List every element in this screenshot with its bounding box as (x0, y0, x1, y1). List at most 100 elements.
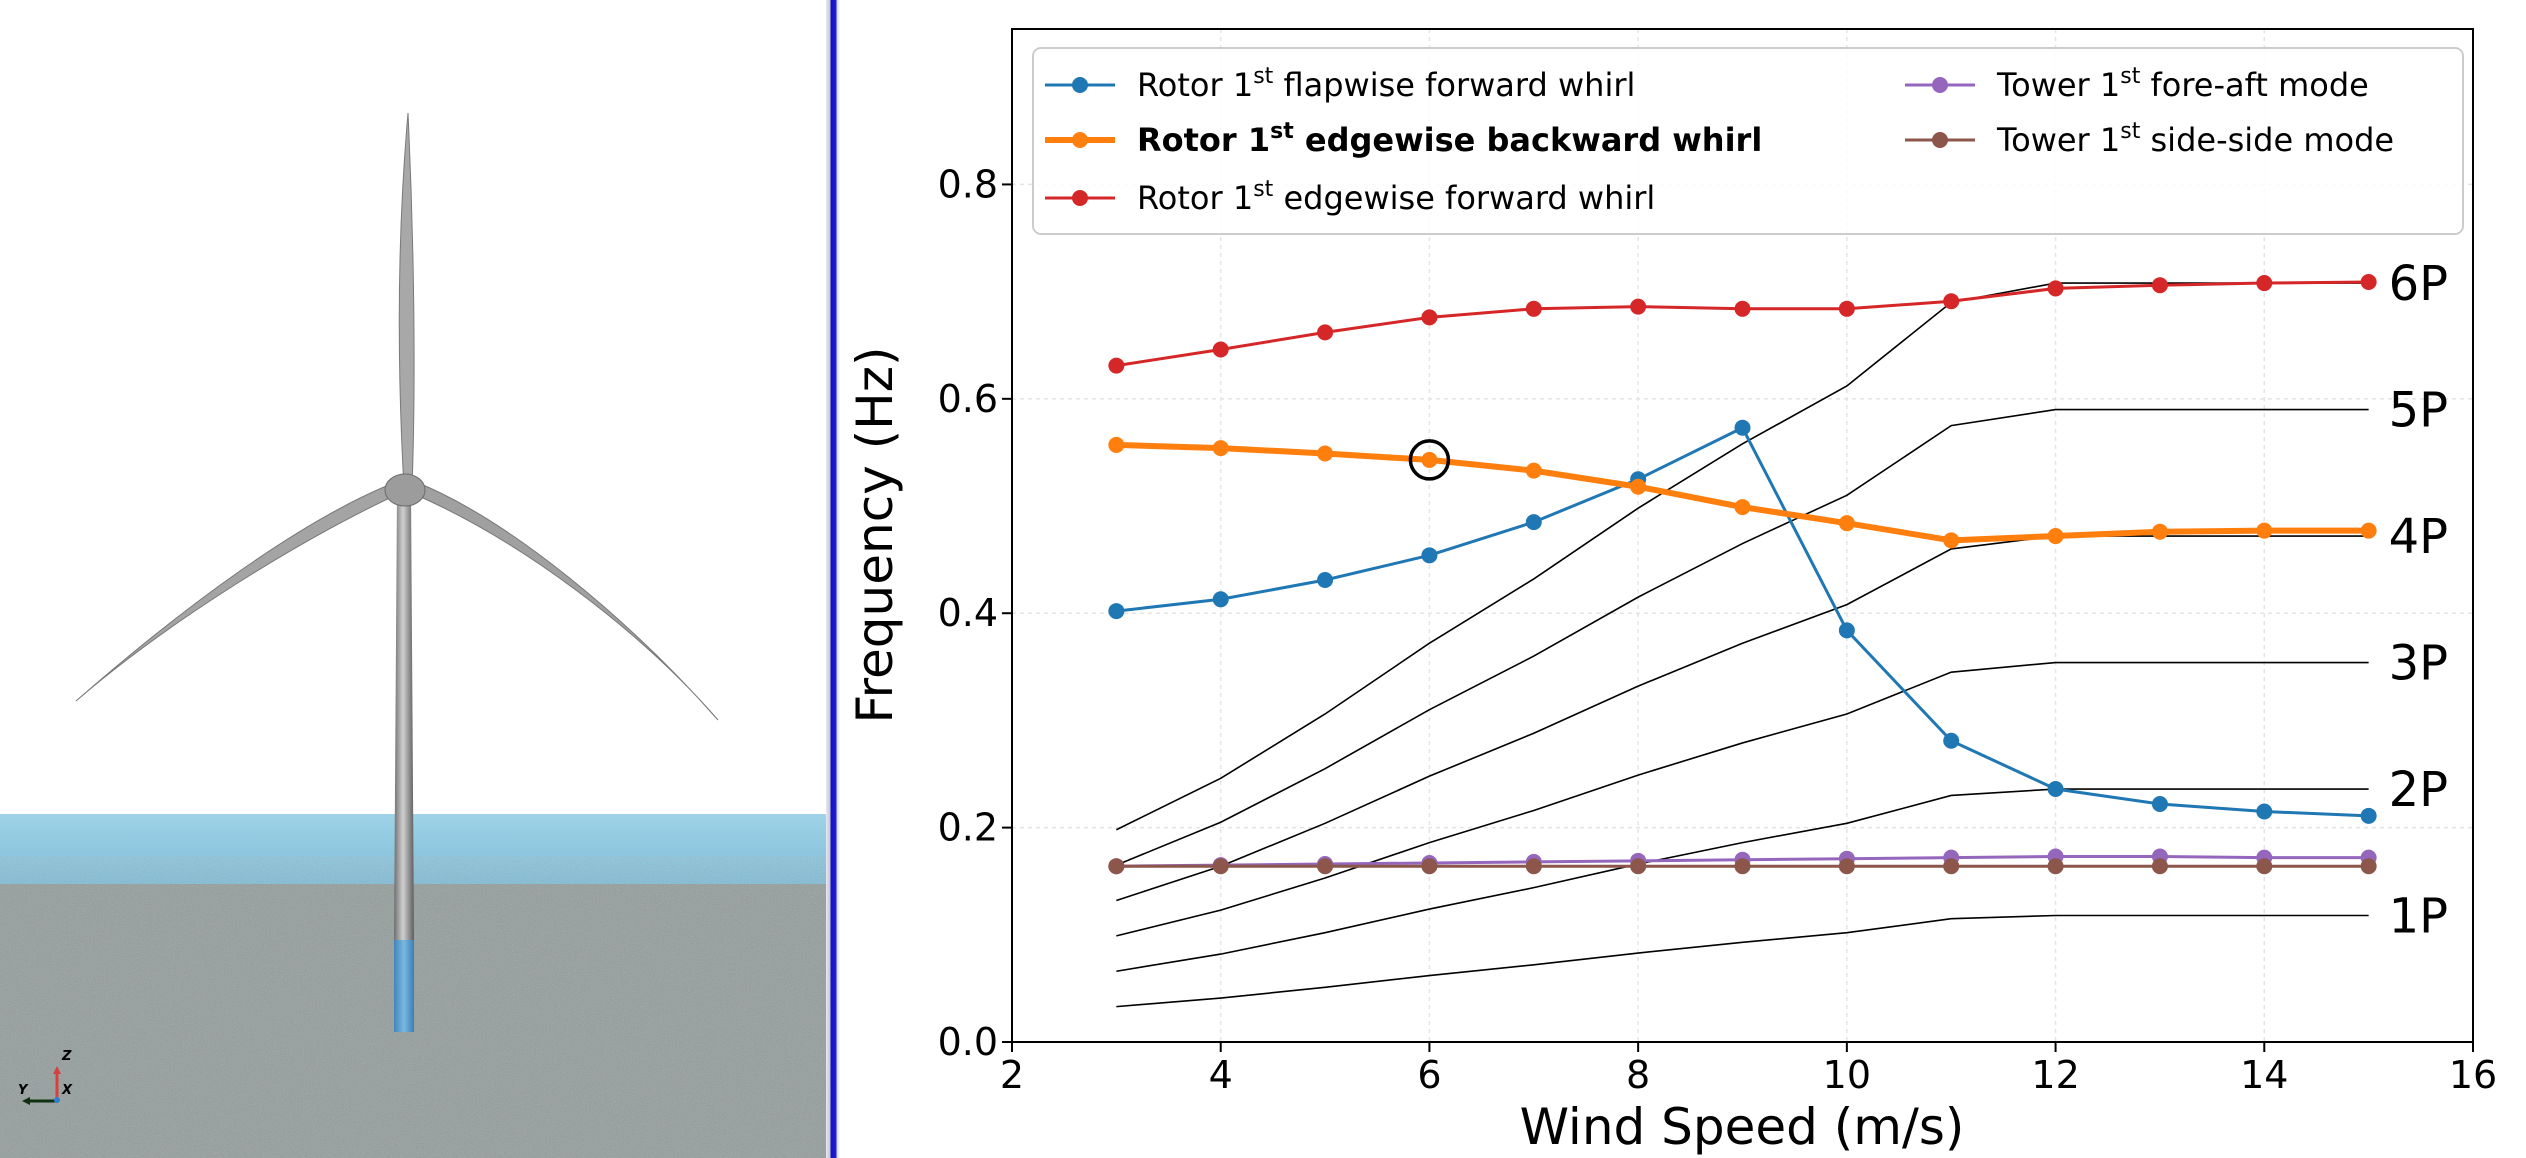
legend-entry: Rotor 1st flapwise forward whirl (1045, 64, 1635, 104)
annotation (1408, 439, 1451, 481)
data-point (2047, 280, 2064, 297)
data-point (1108, 357, 1125, 374)
harmonic-label-3P: 3P (2389, 636, 2448, 692)
ticks: 2 4 6 8 10 12 14 16 0.0 0.2 0.4 0.6 0.8 (938, 162, 2498, 1097)
legend-entry: Rotor 1st edgewise forward whirl (1045, 177, 1655, 217)
data-point (1630, 478, 1647, 495)
turbine-3d-view[interactable]: Z X Y (0, 0, 826, 1158)
harmonic-label-6P: 6P (2389, 256, 2448, 312)
tower (394, 492, 414, 940)
data-point (2047, 858, 2064, 875)
y-arrowhead (22, 1097, 30, 1105)
harmonic-line-1P (1116, 914, 2369, 1008)
data-point (1108, 436, 1125, 453)
legend-label-superscript: st (1253, 64, 1273, 89)
y-tick-label: 0.8 (938, 162, 998, 206)
series-4 (1108, 858, 2377, 875)
legend-label-suffix: fore-aft mode (2140, 66, 2368, 104)
data-point (1943, 532, 1960, 549)
harmonic-line-2P (1116, 788, 2369, 973)
data-point (1525, 300, 1542, 317)
turbine-scene: Z X Y (0, 112, 826, 1158)
legend-swatch-marker (1072, 132, 1088, 148)
legend-label-suffix: edgewise backward whirl (1294, 121, 1763, 159)
data-point (2256, 803, 2273, 820)
harmonic-line-6P (1116, 282, 2369, 831)
axis-y-label: Y (18, 1083, 29, 1098)
legend-box (1032, 47, 2464, 235)
data-point (1838, 858, 1855, 875)
blade-right (413, 481, 719, 721)
axis-x-label: X (61, 1083, 73, 1098)
harmonic-label-1P: 1P (2389, 889, 2448, 945)
x-axis-label: Wind Speed (m/s) (1520, 1098, 1965, 1156)
data-point (1838, 515, 1855, 532)
data-point (2151, 277, 2168, 294)
data-point (2047, 528, 2064, 545)
data-point (1212, 341, 1229, 358)
z-arrowhead (53, 1066, 61, 1074)
panel-splitter[interactable] (826, 0, 840, 1158)
highlight-circle (1408, 439, 1451, 481)
data-point (2151, 523, 2168, 540)
y-tick-label: 0.6 (938, 377, 998, 421)
data-point (1525, 462, 1542, 479)
legend-swatch-marker (1072, 190, 1088, 206)
data-point (1630, 858, 1647, 875)
legend-label: Tower 1st side-side mode (1996, 119, 2394, 159)
x-tick-label: 6 (1417, 1053, 1441, 1097)
legend-label-superscript: st (1253, 177, 1273, 202)
legend-label-suffix: edgewise forward whirl (1273, 179, 1655, 217)
legend-label-superscript: st (1270, 119, 1294, 144)
legend-label-superscript: st (2120, 64, 2140, 89)
y-tick-label: 0.0 (938, 1020, 998, 1064)
legend-entry: Tower 1st side-side mode (1905, 119, 2394, 159)
harmonic-line-5P (1116, 408, 2369, 866)
data-point (2256, 522, 2273, 539)
legend-entry: Rotor 1st edgewise backward whirl (1045, 119, 1762, 159)
data-point (1317, 571, 1334, 588)
data-point (1734, 300, 1751, 317)
x-tick-label: 14 (2240, 1053, 2288, 1097)
data-point (1943, 858, 1960, 875)
x-axis-dot (54, 1097, 60, 1103)
data-point (2360, 807, 2377, 824)
rotor-harmonics: 1P 2P 3P 4P 5P 6P (1116, 256, 2448, 1008)
data-point (1525, 514, 1542, 531)
blade-left (75, 481, 399, 702)
legend-entry: Tower 1st fore-aft mode (1905, 64, 2369, 104)
harmonic-label-5P: 5P (2389, 383, 2448, 439)
data-point (1943, 732, 1960, 749)
x-tick-label: 10 (1823, 1053, 1871, 1097)
data-point (2360, 273, 2377, 290)
axis-triad: Z X Y (18, 1049, 73, 1105)
y-tick-label: 0.4 (938, 591, 998, 635)
series-line (1116, 441, 2369, 544)
data-point (1943, 293, 1960, 310)
data-point (1421, 451, 1438, 468)
data-point (2256, 858, 2273, 875)
legend-label: Rotor 1st edgewise backward whirl (1137, 119, 1762, 159)
data-point (1421, 858, 1438, 875)
monopile (394, 940, 414, 1032)
harmonic-label-2P: 2P (2389, 762, 2448, 818)
legend-swatch-marker (1072, 77, 1088, 93)
series-0 (1108, 419, 2377, 824)
data-point (1734, 499, 1751, 516)
legend-label-prefix: Rotor 1 (1137, 121, 1270, 159)
data-point (2047, 781, 2064, 798)
legend-label-prefix: Tower 1 (1996, 121, 2120, 159)
legend-label-prefix: Tower 1 (1996, 66, 2120, 104)
data-point (1212, 440, 1229, 457)
data-point (2256, 275, 2273, 292)
data-point (1317, 324, 1334, 341)
harmonic-label-4P: 4P (2389, 509, 2448, 565)
y-tick-label: 0.2 (938, 806, 998, 850)
data-point (2151, 858, 2168, 875)
hub-nacelle (384, 473, 426, 507)
legend-label: Rotor 1st edgewise forward whirl (1137, 177, 1655, 217)
data-point (1212, 858, 1229, 875)
legend-label-suffix: flapwise forward whirl (1273, 66, 1635, 104)
data-point (1734, 858, 1751, 875)
